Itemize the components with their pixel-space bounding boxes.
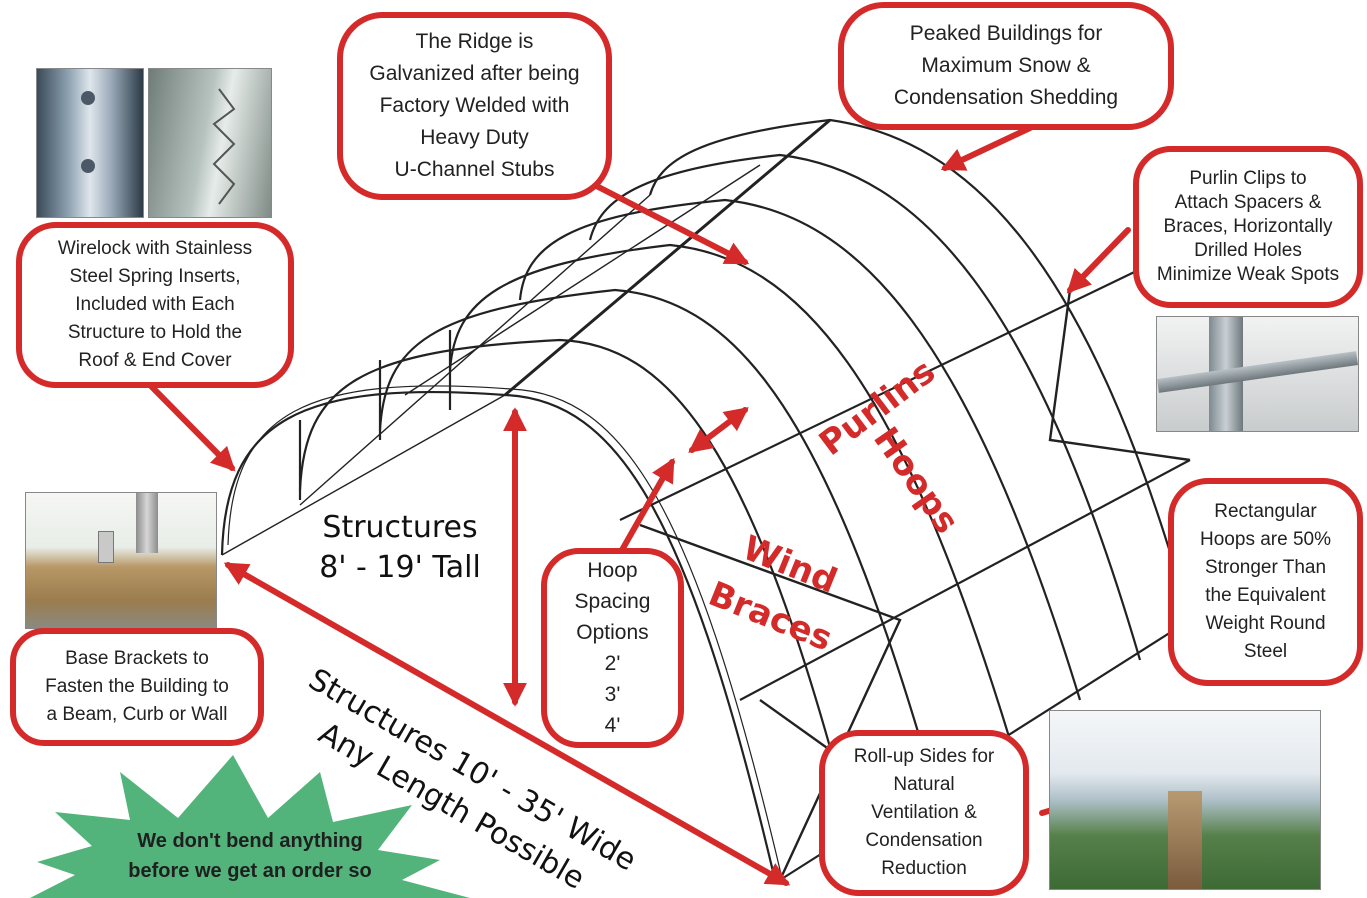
bolt-icon bbox=[81, 91, 95, 105]
purlin-clip-photo bbox=[1156, 316, 1359, 432]
peaked-callout: Peaked Buildings for Maximum Snow & Cond… bbox=[838, 2, 1174, 130]
purlin-clips-callout: Purlin Clips to Attach Spacers & Braces,… bbox=[1133, 146, 1363, 308]
bracket bbox=[98, 531, 114, 563]
badge-text: We don't bend anything before we get an … bbox=[128, 830, 372, 882]
hoop-spacing-text: Hoop Spacing Options 2' 3' 4' bbox=[574, 559, 651, 737]
purlin-clips-text: Purlin Clips to Attach Spacers & Braces,… bbox=[1156, 168, 1340, 285]
rectangular-callout: Rectangular Hoops are 50% Stronger Than … bbox=[1168, 478, 1363, 686]
base-brackets-callout: Base Brackets to Fasten the Building to … bbox=[10, 628, 264, 746]
rollup-sides-photo bbox=[1049, 710, 1321, 890]
rollup-text: Roll-up Sides for Natural Ventilation & … bbox=[853, 746, 995, 879]
callout-arrows bbox=[147, 125, 1131, 886]
base-bracket-photo bbox=[25, 492, 217, 629]
rectangular-text: Rectangular Hoops are 50% Stronger Than … bbox=[1200, 501, 1331, 662]
height-label: Structures 8' - 19' Tall bbox=[319, 510, 481, 585]
wirelock-callout: Wirelock with Stainless Steel Spring Ins… bbox=[16, 222, 294, 388]
center-aisle bbox=[1168, 791, 1202, 889]
wirelock-text: Wirelock with Stainless Steel Spring Ins… bbox=[57, 238, 253, 371]
ridge-text: The Ridge is Galvanized after being Fact… bbox=[369, 30, 580, 181]
post bbox=[136, 493, 158, 553]
hoop-spacing-callout: Hoop Spacing Options 2' 3' 4' bbox=[541, 548, 684, 748]
bolt-icon bbox=[81, 159, 95, 173]
starburst-shape bbox=[30, 755, 470, 898]
spring-icon bbox=[212, 88, 236, 205]
ridge-callout: The Ridge is Galvanized after being Fact… bbox=[337, 12, 612, 200]
wirelock-photo-1 bbox=[36, 68, 144, 218]
base-brackets-text: Base Brackets to Fasten the Building to … bbox=[45, 648, 229, 725]
rollup-callout: Roll-up Sides for Natural Ventilation & … bbox=[819, 730, 1029, 896]
peaked-text: Peaked Buildings for Maximum Snow & Cond… bbox=[893, 22, 1119, 109]
wirelock-photo-2 bbox=[148, 68, 272, 218]
